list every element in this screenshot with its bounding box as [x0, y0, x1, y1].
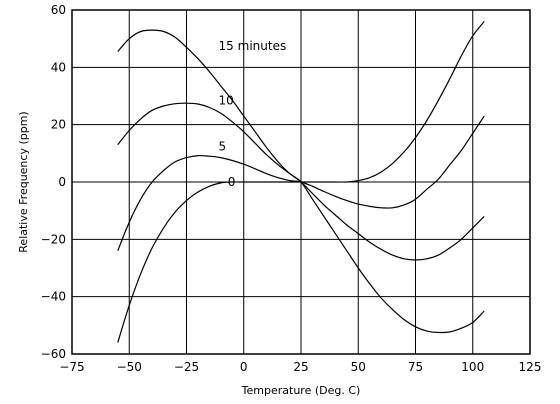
y-tick-label: 0 [58, 175, 66, 189]
series-line [117, 29, 485, 334]
x-tick-label: 75 [408, 360, 423, 374]
x-tick-label: −75 [59, 360, 84, 374]
x-tick-label: 25 [293, 360, 308, 374]
y-tick-label: −20 [41, 232, 66, 246]
y-axis-title: Relative Frequency (ppm) [17, 111, 30, 252]
y-axis: −60 −40 −20 0 20 40 60 [41, 3, 66, 361]
series-label: 15 minutes [219, 39, 287, 53]
x-axis: −75 −50 −25 0 25 50 75 100 125 [59, 360, 541, 374]
y-tick-label: −60 [41, 347, 66, 361]
x-tick-label: 125 [519, 360, 542, 374]
x-tick-label: 0 [240, 360, 248, 374]
x-tick-label: −50 [117, 360, 142, 374]
series-labels: 0 5 10 15 minutes [219, 39, 287, 189]
x-tick-label: 100 [461, 360, 484, 374]
x-axis-title: Temperature (Deg. C) [241, 384, 361, 397]
plot-frame [71, 9, 531, 355]
y-tick-label: −40 [41, 290, 66, 304]
series-label: 5 [219, 140, 227, 154]
series-label: 0 [228, 175, 236, 189]
x-tick-label: −25 [174, 360, 199, 374]
y-tick-label: 40 [51, 60, 66, 74]
y-tick-label: 20 [51, 118, 66, 132]
series-lines [117, 21, 485, 343]
y-tick-label: 60 [51, 3, 66, 17]
x-tick-label: 50 [351, 360, 366, 374]
series-label: 10 [219, 93, 234, 107]
